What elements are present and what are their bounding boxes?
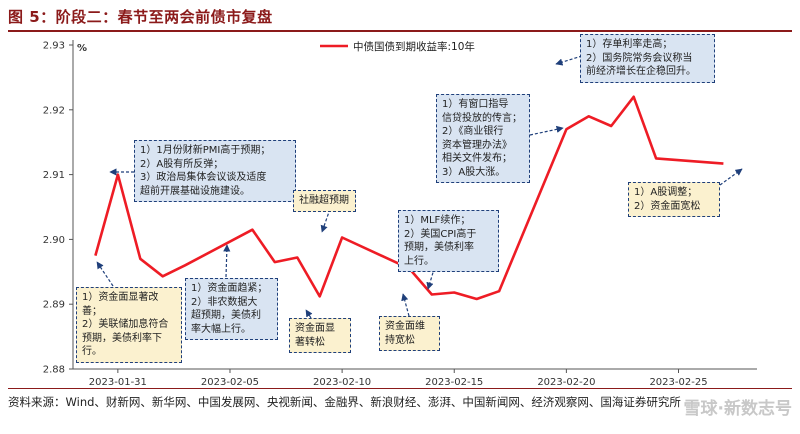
x-tick-label: 2023-02-25 <box>649 377 707 388</box>
legend-label: 中债国债到期收益率:10年 <box>353 40 475 53</box>
watermark: 雪球·新数志号 <box>683 399 792 419</box>
x-tick-label: 2023-01-31 <box>89 377 147 388</box>
y-tick-label: 2.91 <box>43 170 65 181</box>
chart-title: 图 5：阶段二：春节至两会前债市复盘 <box>8 8 273 26</box>
annotation-pmi: 1）1月份财新PMI高于预期； 2）A股有所反弹； 3）政治局集体会议谈及适度 … <box>134 140 296 202</box>
y-tick-label: 2.93 <box>43 41 65 52</box>
x-tick-label: 2023-02-10 <box>313 377 371 388</box>
annotation-arrow <box>320 208 331 233</box>
annotation-arrow <box>305 309 313 319</box>
annotation-mlf: 1）MLF续作； 2）美国CPI高于 预期，美债利率 上行。 <box>398 210 499 272</box>
annotation-funds-loose: 资金面显 著转松 <box>289 318 351 353</box>
chart-axes <box>72 40 757 370</box>
y-tick-label: 2.92 <box>43 105 65 116</box>
y-axis-unit-label: % <box>77 43 87 54</box>
annotation-stock-adjust: 1）A股调整； 2）资金面宽松 <box>628 182 720 217</box>
x-tick-label: 2023-02-15 <box>425 377 483 388</box>
annotation-arrow <box>555 55 583 66</box>
y-tick-label: 2.88 <box>43 365 65 376</box>
x-tick-label: 2023-02-05 <box>201 377 259 388</box>
annotation-arrow <box>401 293 410 317</box>
source-divider <box>8 388 792 389</box>
annotation-arrow <box>529 125 564 136</box>
annotation-social-financing: 社融超预期 <box>293 190 356 212</box>
annotation-arrow <box>719 168 743 186</box>
y-tick-label: 2.89 <box>43 300 65 311</box>
title-divider <box>8 30 792 32</box>
annotation-funds-improve: 1）资金面显著改善； 2）美联储加息符合 预期，美债利率下 行。 <box>76 287 182 363</box>
annotation-arrow <box>223 244 231 278</box>
y-tick-label: 2.90 <box>43 235 65 246</box>
annotation-funds-maintain: 资金面维 持宽松 <box>379 316 440 351</box>
annotation-nonfarm: 1）资金面趋紧； 2）非农数据大 超预期，美债利 率大幅上行。 <box>185 278 278 340</box>
source-note: 资料来源：Wind、财新网、新华网、中国发展网、央视新闻、金融界、新浪财经、澎湃… <box>8 395 681 409</box>
annotation-window-guidance: 1）有窗口指导 信贷投放的传言； 2）《商业银行 资本管理办法》 相关文件发布；… <box>436 94 530 183</box>
chart-legend: 中债国债到期收益率:10年 <box>320 40 475 53</box>
annotation-arrow <box>96 261 114 287</box>
chart-ticks: 2.88 2.89 2.90 2.91 2.92 2.93 % 2023-01-31 2023-… <box>43 41 708 389</box>
x-tick-label: 2023-02-20 <box>537 377 595 388</box>
annotation-deposit-rate: 1）存单利率走高； 2）国务院常务会议称当 前经济增长在企稳回升。 <box>580 34 715 83</box>
